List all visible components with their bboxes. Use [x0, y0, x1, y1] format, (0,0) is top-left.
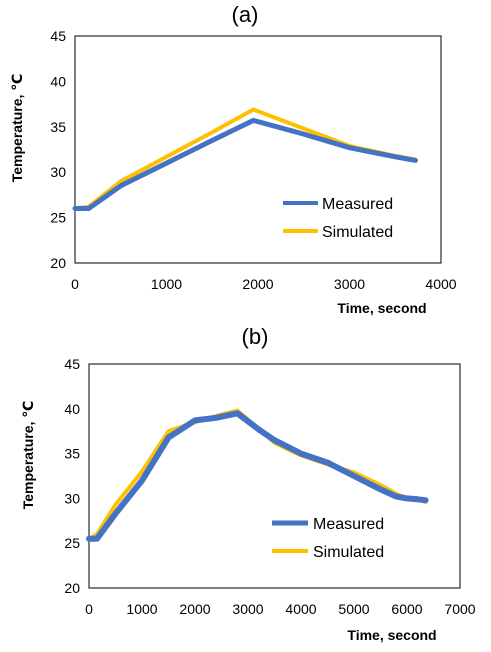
chart-b-series-measured-line	[86, 410, 429, 542]
chart-b-y-tick-labels: 20 25 30 35 40 45	[64, 356, 80, 596]
chart-a-x-tick-label: 3000	[334, 276, 365, 292]
chart-a-x-tick-label: 1000	[151, 276, 182, 292]
chart-b-y-tick-label: 25	[64, 535, 80, 551]
chart-b-x-tick-labels: 0 1000 2000 3000 4000 5000 6000 7000	[85, 601, 476, 617]
chart-a-legend: Measured Simulated	[283, 196, 393, 241]
chart-a-panel-label: (a)	[232, 2, 259, 27]
chart-b-legend: Measured Simulated	[272, 516, 384, 561]
chart-b-x-tick-label: 3000	[232, 601, 263, 617]
chart-b-y-tick-label: 40	[64, 401, 80, 417]
chart-a-legend-label-measured: Measured	[322, 196, 393, 213]
chart-a-y-tick-label: 35	[50, 119, 66, 135]
chart-a-x-tick-label: 2000	[242, 276, 273, 292]
chart-a-y-tick-label: 20	[50, 255, 66, 271]
chart-b-y-axis-title: Temperature, ℃	[20, 401, 36, 510]
chart-a-series-measured-line	[72, 117, 418, 211]
chart-a: (a) 20 25 30 35 40 45 0 1000 2000 3000 4000 Tempe…	[9, 2, 457, 316]
chart-a-y-tick-label: 30	[50, 164, 66, 180]
chart-b-x-tick-label: 4000	[285, 601, 316, 617]
chart-b-x-tick-label: 1000	[126, 601, 157, 617]
chart-b-y-tick-label: 20	[64, 580, 80, 596]
chart-a-x-tick-label: 4000	[425, 276, 456, 292]
chart-a-x-tick-labels: 0 1000 2000 3000 4000	[71, 276, 457, 292]
chart-a-x-axis-title: Time, second	[337, 300, 426, 316]
chart-b-y-tick-label: 30	[64, 490, 80, 506]
chart-a-y-tick-label: 40	[50, 73, 66, 89]
chart-a-y-axis-title: Temperature, ℃	[9, 74, 25, 183]
chart-b-x-tick-label: 2000	[179, 601, 210, 617]
chart-b-x-tick-label: 7000	[444, 601, 475, 617]
chart-a-series-lines	[72, 107, 418, 211]
chart-b-x-tick-label: 0	[85, 601, 93, 617]
chart-b-x-tick-label: 6000	[391, 601, 422, 617]
chart-a-y-tick-label: 25	[50, 210, 66, 226]
chart-b-y-tick-label: 35	[64, 446, 80, 462]
chart-b-x-tick-label: 5000	[338, 601, 369, 617]
chart-b: (b) 20 25 30 35 40 45 0 1000 2000 3000 4000 5000 60…	[20, 324, 476, 643]
chart-a-y-tick-label: 45	[50, 28, 66, 44]
chart-a-legend-label-simulated: Simulated	[322, 224, 393, 241]
chart-b-series-lines	[86, 408, 429, 542]
chart-a-y-tick-labels: 20 25 30 35 40 45	[50, 28, 66, 271]
chart-b-plot-area	[88, 363, 461, 589]
chart-b-legend-label-simulated: Simulated	[313, 544, 384, 561]
chart-a-plot-area	[74, 35, 442, 264]
chart-b-x-axis-title: Time, second	[347, 627, 436, 643]
chart-b-y-tick-label: 45	[64, 356, 80, 372]
chart-b-legend-label-measured: Measured	[313, 516, 384, 533]
chart-a-x-tick-label: 0	[71, 276, 79, 292]
chart-b-panel-label: (b)	[242, 324, 269, 349]
